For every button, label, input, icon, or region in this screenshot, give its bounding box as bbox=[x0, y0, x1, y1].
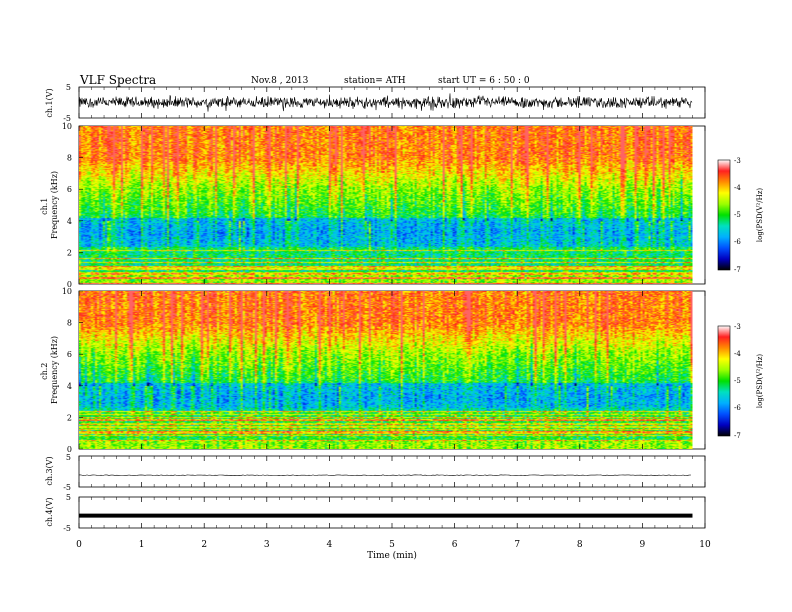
ch1-spectrogram-image bbox=[79, 126, 693, 284]
ch1-colorbar-scale bbox=[717, 159, 731, 271]
ch4-waveform-frame bbox=[78, 496, 706, 529]
ch1-freq-label: ch.1 Frequency (kHz) bbox=[40, 171, 59, 239]
ch1-cb-tick-5: -5 bbox=[734, 211, 741, 219]
station-label: station= ATH bbox=[344, 76, 406, 86]
ch4-waveform-panel: 5 -5 ch.4(V) bbox=[45, 493, 706, 533]
freq-tick-label: 10 bbox=[62, 287, 72, 296]
ch2-frequency-axis-label: Frequency (kHz) bbox=[50, 336, 59, 404]
ch1-frequency-ticks: 10 8 6 4 2 0 bbox=[62, 122, 83, 289]
ch1-cb-tick-4: -4 bbox=[734, 184, 741, 192]
ch3-ytick-top: 5 bbox=[66, 453, 71, 462]
freq-tick-label: 8 bbox=[67, 319, 72, 328]
date-label: Nov.8 , 2013 bbox=[251, 76, 309, 86]
freq-tick-label: 10 bbox=[62, 122, 72, 131]
freq-tick-label: 4 bbox=[67, 217, 72, 226]
time-tick-label: 1 bbox=[139, 540, 145, 550]
time-tick-label: 3 bbox=[264, 540, 270, 550]
freq-tick-label: 6 bbox=[67, 350, 72, 359]
ch2-cb-tick-5: -5 bbox=[734, 377, 741, 385]
ch2-channel-label: ch.2 bbox=[40, 363, 49, 380]
ch3-waveform-panel: 5 -5 ch.3(V) bbox=[45, 453, 706, 492]
ch2-cb-tick-7: -7 bbox=[734, 432, 741, 440]
time-tick-label: 6 bbox=[452, 540, 458, 550]
ch2-cb-tick-3: -3 bbox=[734, 323, 741, 331]
ch3-waveform-trace bbox=[79, 474, 692, 476]
time-tick-label: 0 bbox=[76, 540, 82, 550]
ch1-cb-tick-3: -3 bbox=[734, 157, 741, 165]
ch2-spectrogram-image bbox=[79, 291, 693, 449]
ch2-cb-tick-6: -6 bbox=[734, 404, 741, 412]
ch1-frequency-axis-label: Frequency (kHz) bbox=[50, 171, 59, 239]
ch3-waveform-frame bbox=[78, 455, 706, 488]
ch1-channel-label: ch.1 bbox=[40, 198, 49, 215]
ch3-ytick-bottom: -5 bbox=[63, 483, 71, 492]
x-axis-label: Time (min) bbox=[367, 550, 417, 561]
ch2-spectrogram-panel: 10 8 6 4 2 0 ch.2 Frequency (kHz) bbox=[40, 287, 706, 454]
ch1-ytick-top: 5 bbox=[66, 83, 71, 92]
time-tick-label: 4 bbox=[327, 540, 333, 550]
start-time-label: start UT = 6 : 50 : 0 bbox=[438, 76, 530, 86]
time-tick-label: 7 bbox=[514, 540, 520, 550]
ch4-ylabel: ch.4(V) bbox=[45, 497, 54, 526]
time-tick-label: 9 bbox=[640, 540, 646, 550]
time-tick-label: 5 bbox=[389, 540, 395, 550]
freq-tick-label: 2 bbox=[67, 248, 72, 257]
time-tick-label: 10 bbox=[699, 540, 711, 550]
ch3-ylabel: ch.3(V) bbox=[45, 456, 54, 485]
freq-tick-label: 8 bbox=[67, 154, 72, 163]
ch2-colorbar: -3 -4 -5 -6 -7 log(PSD(V²/Hz) bbox=[717, 323, 764, 440]
ch2-frequency-ticks: 10 8 6 4 2 0 bbox=[62, 287, 83, 454]
ch2-cb-tick-4: -4 bbox=[734, 350, 741, 358]
ch1-cb-tick-6: -6 bbox=[734, 238, 741, 246]
ch1-spectrogram-panel: 10 8 6 4 2 0 ch.1 Frequency (kHz) bbox=[40, 122, 706, 289]
time-tick-label: 2 bbox=[201, 540, 207, 550]
freq-tick-label: 2 bbox=[67, 413, 72, 422]
ch4-ytick-bottom: -5 bbox=[63, 524, 71, 533]
ch1-colorbar: -3 -4 -5 -6 -7 log(PSD(V²/Hz) bbox=[717, 157, 764, 274]
ch4-ytick-top: 5 bbox=[66, 493, 71, 502]
ch1-waveform-trace bbox=[78, 93, 693, 112]
ch1-waveform-panel: 5 -5 ch.1(V) bbox=[45, 83, 706, 123]
ch1-colorbar-label: log(PSD(V²/Hz) bbox=[756, 188, 764, 243]
freq-tick-label: 0 bbox=[67, 445, 72, 454]
time-tick-label: 8 bbox=[577, 540, 583, 550]
freq-tick-label: 4 bbox=[67, 382, 72, 391]
ch1-ytick-bottom: -5 bbox=[63, 114, 71, 123]
ch1-ylabel: ch.1(V) bbox=[45, 88, 54, 117]
ch2-colorbar-scale bbox=[717, 325, 731, 437]
ch2-freq-label: ch.2 Frequency (kHz) bbox=[40, 336, 59, 404]
freq-tick-label: 6 bbox=[67, 185, 72, 194]
freq-tick-label: 0 bbox=[67, 280, 72, 289]
time-axis: 0 1 2 3 4 5 6 7 8 9 10 bbox=[76, 87, 711, 550]
ch2-colorbar-label: log(PSD(V²/Hz) bbox=[756, 354, 764, 409]
figure-title: VLF Spectra bbox=[79, 73, 156, 87]
ch1-cb-tick-7: -7 bbox=[734, 266, 741, 274]
